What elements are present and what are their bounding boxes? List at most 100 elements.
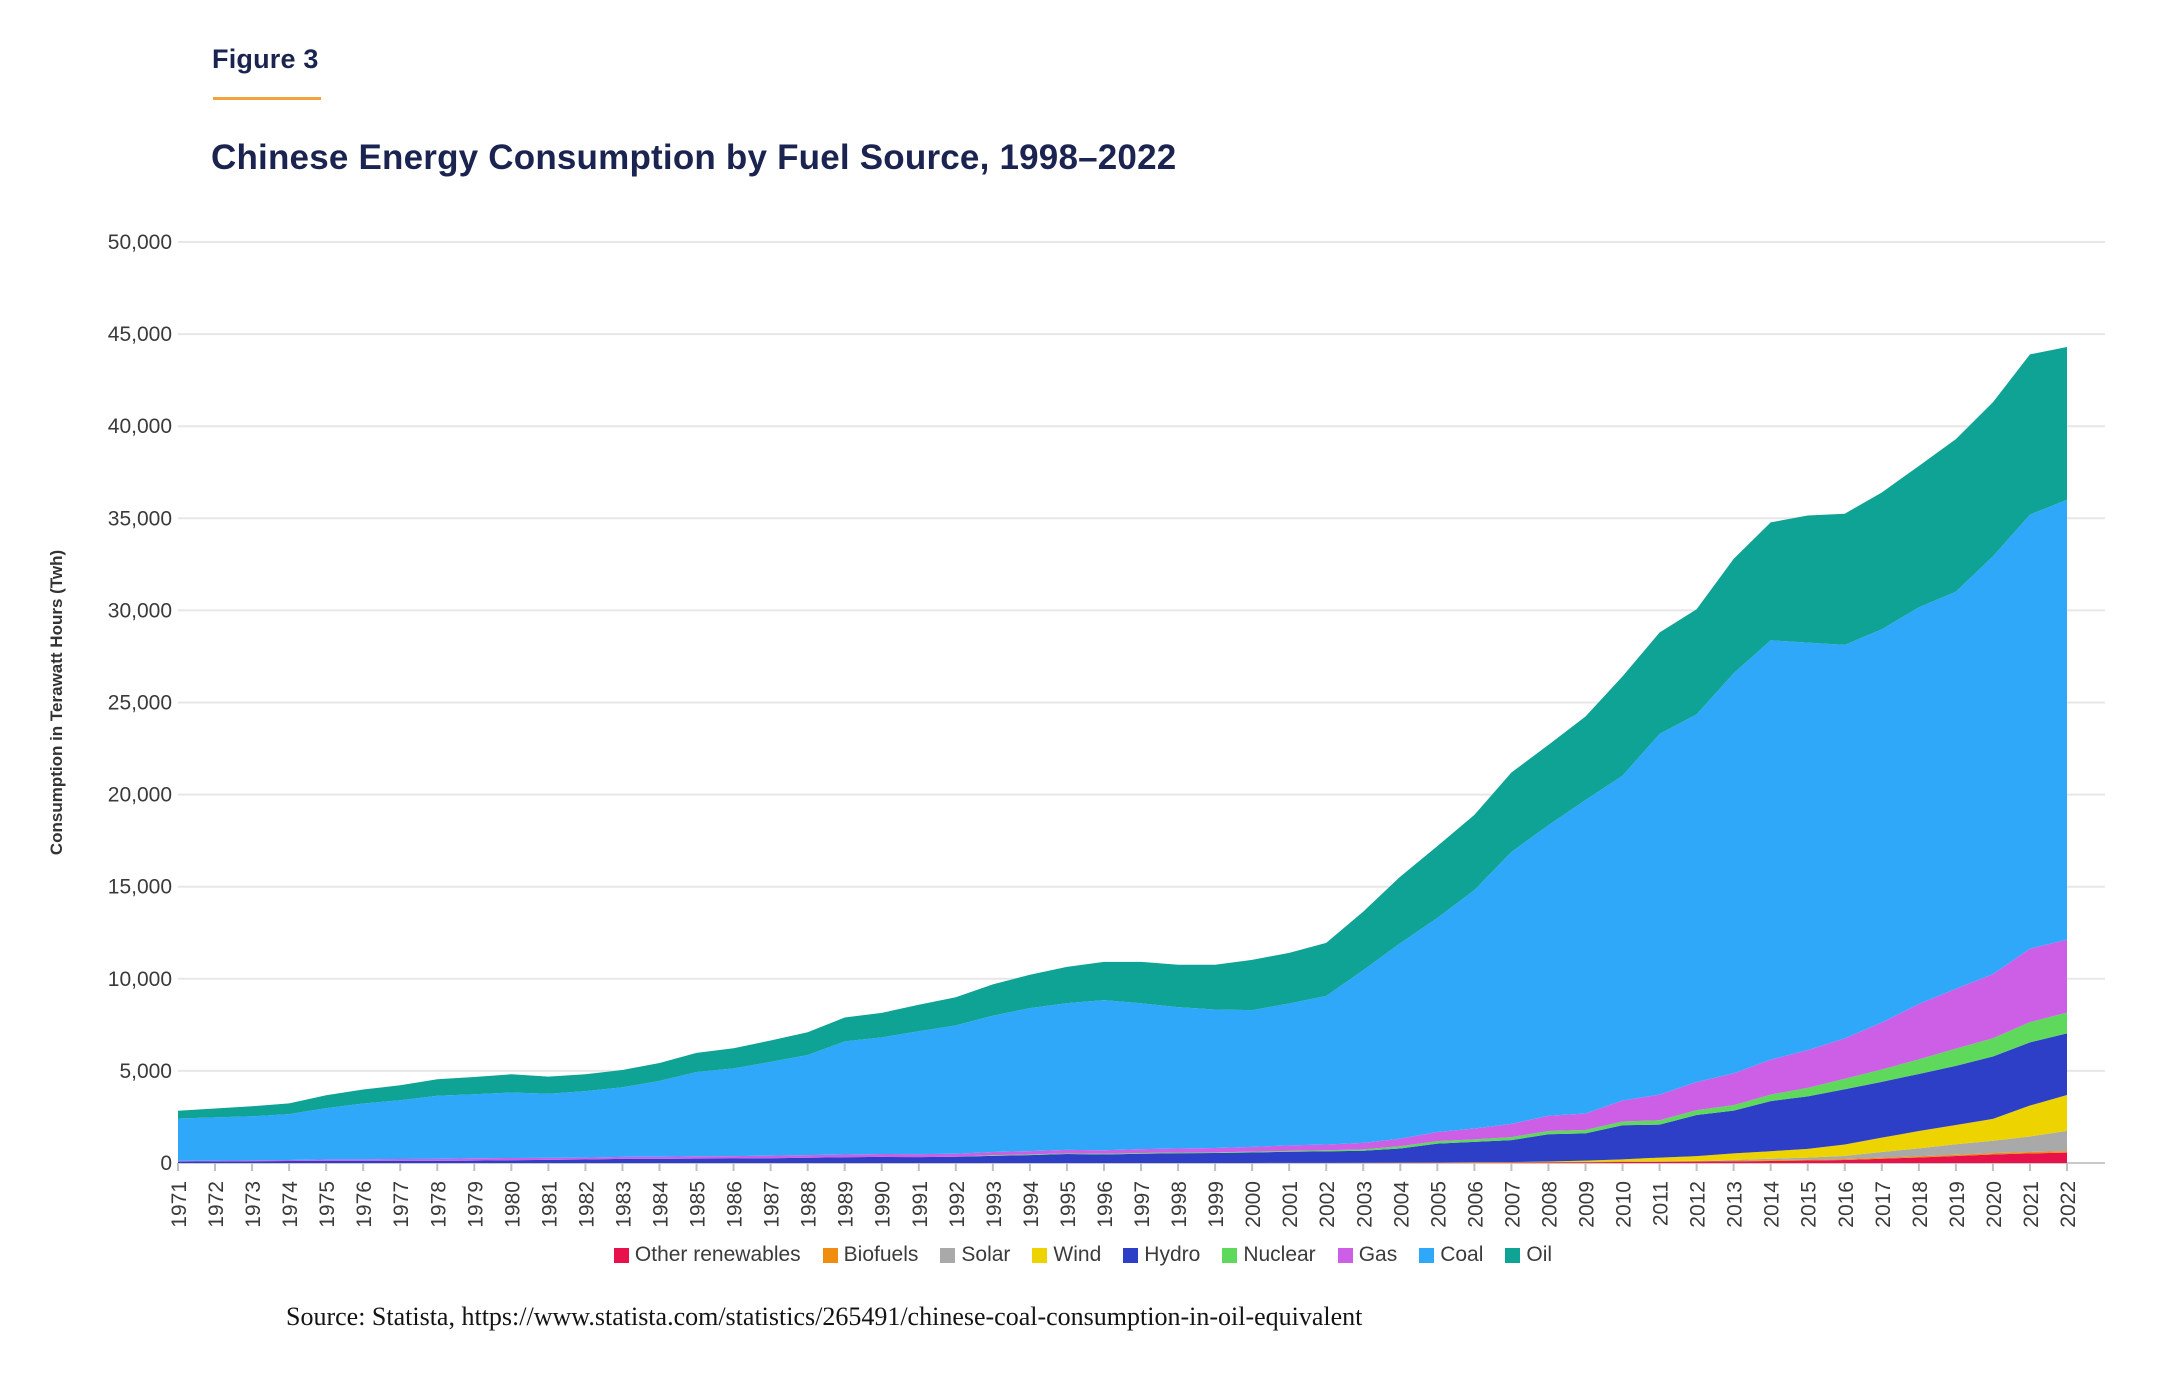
legend-item-coal: Coal — [1419, 1243, 1483, 1267]
y-tick-label: 40,000 — [108, 415, 172, 438]
x-tick-label: 2011 — [1650, 1181, 1673, 1226]
x-tick-label: 1981 — [538, 1181, 561, 1228]
legend-swatch-hydro — [1123, 1247, 1139, 1263]
y-tick-label: 10,000 — [108, 968, 172, 991]
x-tick-label: 1979 — [464, 1181, 487, 1228]
x-tick-label: 2018 — [1909, 1181, 1932, 1228]
x-tick-label: 1999 — [1205, 1181, 1228, 1228]
x-tick-label: 2010 — [1613, 1181, 1636, 1228]
x-tick-label: 2001 — [1279, 1181, 1302, 1228]
legend-item-other-renewables: Other renewables — [613, 1243, 801, 1267]
legend-item-hydro: Hydro — [1123, 1243, 1200, 1267]
x-tick-label: 1993 — [983, 1181, 1006, 1228]
x-tick-label: 1989 — [835, 1181, 858, 1228]
x-tick-label: 1995 — [1057, 1181, 1080, 1228]
x-tick-label: 1990 — [872, 1181, 895, 1228]
x-tick-label: 2015 — [1798, 1181, 1821, 1228]
legend-swatch-gas — [1337, 1247, 1353, 1263]
x-tick-label: 2000 — [1242, 1181, 1265, 1228]
legend-label-nuclear: Nuclear — [1243, 1243, 1316, 1266]
y-tick-label: 45,000 — [108, 323, 172, 346]
x-tick-label: 1987 — [761, 1181, 784, 1228]
x-tick-label: 2016 — [1835, 1181, 1858, 1228]
legend-label-biofuels: Biofuels — [843, 1243, 919, 1266]
x-tick-label: 1978 — [427, 1181, 450, 1228]
x-tick-label: 1971 — [168, 1181, 191, 1228]
x-tick-label: 1975 — [316, 1181, 339, 1228]
y-tick-label: 0 — [160, 1152, 172, 1175]
x-tick-label: 2021 — [2020, 1181, 2043, 1228]
x-tick-label: 1977 — [390, 1181, 413, 1228]
legend-swatch-solar — [940, 1247, 956, 1263]
area-other-renewables — [178, 1152, 2067, 1163]
source-line: Source: Statista, https://www.statista.c… — [286, 1302, 1362, 1332]
y-tick-label: 20,000 — [108, 784, 172, 807]
legend-swatch-oil — [1505, 1247, 1521, 1263]
y-tick-label: 50,000 — [108, 231, 172, 254]
y-tick-label: 5,000 — [119, 1060, 172, 1083]
x-tick-label: 1997 — [1131, 1181, 1154, 1228]
legend-swatch-other-renewables — [613, 1247, 629, 1263]
legend-swatch-coal — [1419, 1247, 1435, 1263]
x-tick-label: 1988 — [798, 1181, 821, 1228]
legend-item-biofuels: Biofuels — [822, 1243, 919, 1267]
x-tick-label: 1973 — [242, 1181, 265, 1228]
legend-label-other-renewables: Other renewables — [634, 1243, 801, 1266]
figure-number-label: Figure 3 — [212, 44, 319, 74]
x-tick-label: 2012 — [1687, 1181, 1710, 1228]
area-coal — [178, 499, 2067, 1161]
x-tick-label: 2002 — [1316, 1181, 1339, 1228]
legend-item-gas: Gas — [1337, 1243, 1398, 1267]
legend-item-solar: Solar — [940, 1243, 1010, 1267]
x-tick-label: 1994 — [1020, 1181, 1043, 1228]
y-tick-label: 15,000 — [108, 876, 172, 899]
x-tick-label: 1983 — [612, 1181, 635, 1228]
legend-label-wind: Wind — [1053, 1243, 1102, 1266]
x-tick-label: 2022 — [2057, 1181, 2080, 1228]
x-tick-label: 1992 — [946, 1181, 969, 1228]
x-tick-label: 2017 — [1872, 1181, 1895, 1228]
x-tick-label: 1976 — [353, 1181, 376, 1228]
legend-swatch-biofuels — [822, 1247, 838, 1263]
x-tick-label: 2020 — [1983, 1181, 2006, 1228]
y-axis-title: Consumption in Terawatt Hours (Twh) — [47, 550, 66, 855]
y-tick-label: 35,000 — [108, 507, 172, 530]
x-tick-label: 1986 — [724, 1181, 747, 1228]
legend-item-oil: Oil — [1505, 1243, 1552, 1267]
page-title: Chinese Energy Consumption by Fuel Sourc… — [211, 138, 1177, 177]
source-url[interactable]: https://www.statista.com/statistics/2654… — [461, 1302, 1363, 1331]
x-tick-label: 2009 — [1575, 1181, 1598, 1228]
accent-rule — [213, 97, 321, 100]
legend-label-hydro: Hydro — [1144, 1243, 1201, 1266]
x-tick-label: 1980 — [501, 1181, 524, 1228]
legend-item-nuclear: Nuclear — [1222, 1243, 1316, 1267]
legend-label-coal: Coal — [1440, 1243, 1484, 1266]
x-tick-label: 1996 — [1094, 1181, 1117, 1228]
x-tick-label: 2006 — [1464, 1181, 1487, 1228]
x-tick-label: 1974 — [279, 1181, 302, 1228]
x-tick-label: 2004 — [1390, 1181, 1413, 1228]
y-tick-label: 25,000 — [108, 692, 172, 715]
x-tick-label: 2008 — [1538, 1181, 1561, 1228]
x-tick-label: 2014 — [1761, 1181, 1784, 1228]
legend-swatch-nuclear — [1222, 1247, 1238, 1263]
x-tick-label: 2013 — [1724, 1181, 1747, 1228]
x-tick-label: 2007 — [1501, 1181, 1524, 1228]
legend-label-gas: Gas — [1358, 1243, 1398, 1266]
source-prefix: Source: Statista, — [286, 1302, 462, 1331]
x-tick-label: 1984 — [650, 1181, 673, 1228]
legend-label-solar: Solar — [961, 1243, 1011, 1266]
x-tick-label: 2019 — [1946, 1181, 1969, 1228]
y-tick-label: 30,000 — [108, 599, 172, 622]
area-oil — [178, 346, 2067, 1119]
x-tick-label: 2003 — [1353, 1181, 1376, 1228]
chart-legend: Other renewables Biofuels Solar Wind Hydro Nu… — [0, 1243, 2166, 1267]
legend-label-oil: Oil — [1526, 1243, 1553, 1266]
legend-item-wind: Wind — [1032, 1243, 1101, 1267]
x-tick-label: 1982 — [575, 1181, 598, 1228]
x-tick-label: 1998 — [1168, 1181, 1191, 1228]
legend-swatch-wind — [1032, 1247, 1048, 1263]
x-tick-label: 1985 — [687, 1181, 710, 1228]
